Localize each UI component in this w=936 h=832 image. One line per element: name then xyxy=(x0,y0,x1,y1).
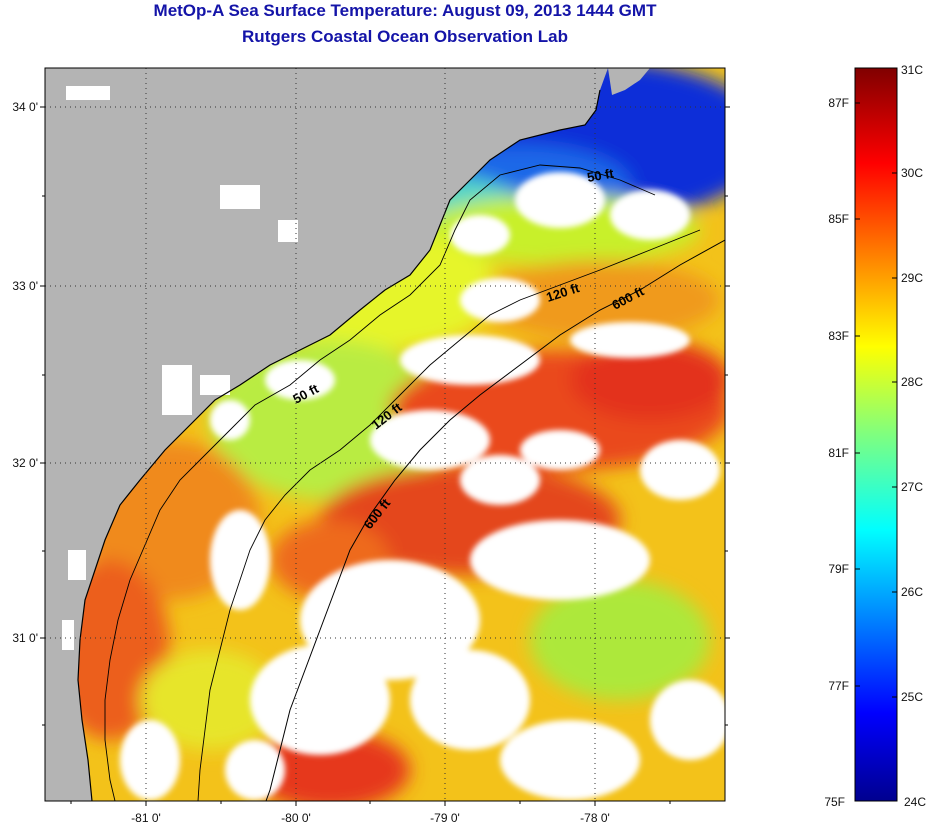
colorbar-label-81f: 81F xyxy=(828,446,849,460)
colorbar-label-87f: 87F xyxy=(828,96,849,110)
isobath-50ft xyxy=(104,164,656,801)
lat-label-32: 32 0' xyxy=(12,456,38,470)
land-mass xyxy=(45,68,608,801)
land-northeast xyxy=(608,68,650,95)
map-subtitle: Rutgers Coastal Ocean Observation Lab xyxy=(242,27,568,46)
lon-label-81: -81 0' xyxy=(131,811,161,825)
isobath-120ft xyxy=(197,229,701,801)
colorbar-label-77f: 77F xyxy=(828,679,849,693)
colorbar-label-27c: 27C xyxy=(901,480,923,494)
coastline xyxy=(77,89,601,801)
map-frame xyxy=(44,67,726,802)
map-title: MetOp-A Sea Surface Temperature: August … xyxy=(153,1,657,20)
isobath-label-50ft-north: 50 ft xyxy=(586,165,616,185)
lon-label-79: -79 0' xyxy=(430,811,460,825)
colorbar-label-75f: 75F xyxy=(824,795,845,809)
lon-label-78: -78 0' xyxy=(580,811,610,825)
colorbar-label-26c: 26C xyxy=(901,585,923,599)
graticule xyxy=(45,68,725,801)
map-area: 50 ft 120 ft 600 ft 50 ft 120 ft 600 ft xyxy=(45,68,725,801)
colorbar-label-29c: 29C xyxy=(901,271,923,285)
colorbar-label-24c: 24C xyxy=(904,795,926,809)
colorbar-label-83f: 83F xyxy=(828,329,849,343)
land-cloud-patches xyxy=(62,86,298,650)
colorbar-label-28c: 28C xyxy=(901,375,923,389)
colorbar-label-25c: 25C xyxy=(901,690,923,704)
colorbar-label-31c: 31C xyxy=(901,63,923,77)
temperature-colorbar: 87F 85F 83F 81F 79F 77F 75F 31C 30C 29C … xyxy=(824,63,926,809)
colorbar-gradient xyxy=(854,67,898,802)
colorbar-label-79f: 79F xyxy=(828,562,849,576)
axis-ticks xyxy=(40,106,730,806)
lat-label-33: 33 0' xyxy=(12,279,38,293)
isobath-600ft xyxy=(265,239,725,801)
lat-label-34: 34 0' xyxy=(12,100,38,114)
lon-label-80: -80 0' xyxy=(281,811,311,825)
colorbar-label-85f: 85F xyxy=(828,212,849,226)
colorbar-label-30c: 30C xyxy=(901,166,923,180)
lat-label-31: 31 0' xyxy=(12,631,38,645)
